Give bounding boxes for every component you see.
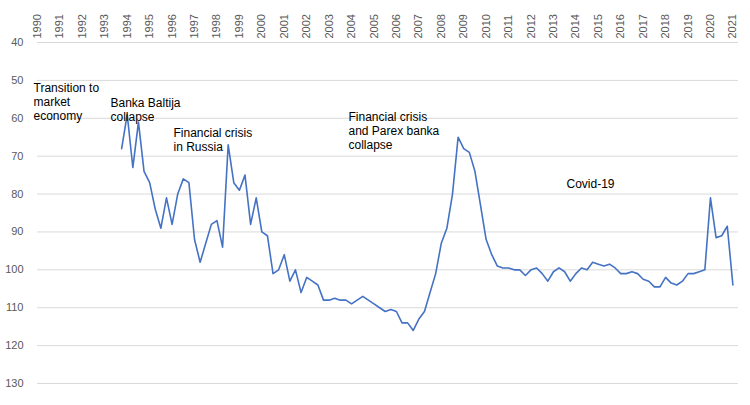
svg-text:1999: 1999	[233, 14, 245, 38]
svg-text:2004: 2004	[345, 14, 357, 38]
svg-text:2016: 2016	[614, 14, 626, 38]
svg-text:2019: 2019	[682, 14, 694, 38]
svg-text:2011: 2011	[502, 15, 514, 39]
svg-text:2020: 2020	[704, 14, 716, 38]
svg-text:1997: 1997	[188, 14, 200, 38]
svg-text:1992: 1992	[76, 14, 88, 38]
svg-text:2002: 2002	[300, 14, 312, 38]
svg-text:70: 70	[11, 150, 23, 162]
svg-text:2001: 2001	[278, 14, 290, 38]
svg-text:2021: 2021	[726, 14, 738, 38]
svg-text:2005: 2005	[368, 14, 380, 38]
svg-text:2018: 2018	[659, 14, 671, 38]
svg-text:1993: 1993	[98, 14, 110, 38]
svg-text:1991: 1991	[53, 14, 65, 38]
svg-text:110: 110	[6, 301, 24, 313]
svg-text:1998: 1998	[210, 14, 222, 38]
svg-text:2007: 2007	[412, 14, 424, 38]
svg-text:2014: 2014	[569, 14, 581, 38]
svg-text:50: 50	[11, 74, 23, 86]
svg-text:90: 90	[11, 225, 23, 237]
svg-text:2015: 2015	[592, 14, 604, 38]
svg-text:Financial crisisand Parex bank: Financial crisisand Parex bankacollapse	[349, 110, 440, 152]
svg-text:2009: 2009	[457, 14, 469, 38]
svg-text:2006: 2006	[390, 14, 402, 38]
svg-text:2017: 2017	[637, 14, 649, 38]
svg-text:2003: 2003	[323, 14, 335, 38]
svg-text:2000: 2000	[255, 14, 267, 38]
svg-text:Banka Baltijacollapse: Banka Baltijacollapse	[111, 96, 181, 124]
svg-text:1994: 1994	[121, 14, 133, 38]
svg-text:2010: 2010	[480, 14, 492, 38]
svg-text:2012: 2012	[525, 14, 537, 38]
svg-text:80: 80	[11, 188, 23, 200]
svg-text:2013: 2013	[547, 14, 559, 38]
svg-text:100: 100	[5, 263, 23, 275]
svg-text:Transition tomarketeconomy: Transition tomarketeconomy	[34, 81, 100, 123]
svg-text:130: 130	[5, 377, 23, 389]
svg-text:1996: 1996	[166, 14, 178, 38]
svg-text:120: 120	[5, 339, 23, 351]
svg-text:2008: 2008	[435, 14, 447, 38]
svg-text:Financial crisisin Russia: Financial crisisin Russia	[174, 126, 253, 154]
svg-text:1995: 1995	[143, 14, 155, 38]
svg-text:1990: 1990	[31, 14, 43, 38]
svg-text:Covid-19: Covid-19	[567, 177, 615, 191]
svg-text:60: 60	[11, 112, 23, 124]
svg-text:40: 40	[11, 36, 23, 48]
